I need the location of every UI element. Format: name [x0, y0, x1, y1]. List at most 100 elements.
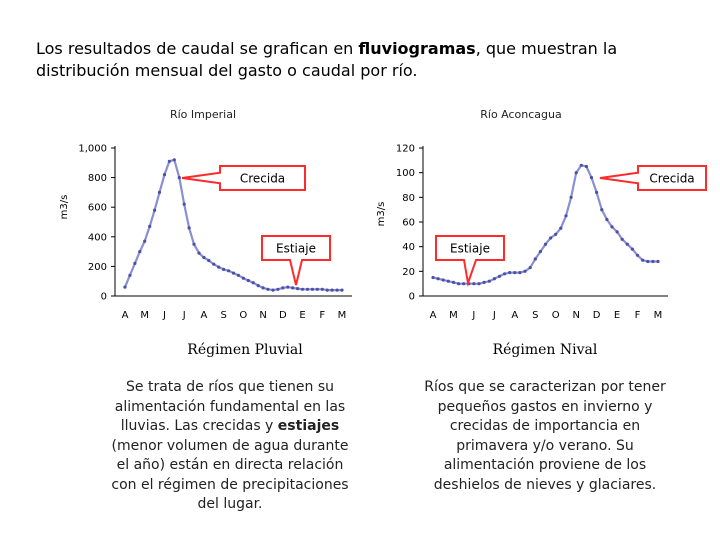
- data-point: [241, 276, 245, 280]
- x-tick-label: J: [162, 310, 166, 321]
- y-tick-label: 600: [88, 203, 107, 214]
- data-point: [123, 285, 127, 289]
- data-point: [523, 269, 527, 273]
- y-tick-label: 400: [88, 232, 107, 243]
- callout-estiaje: Estiaje: [261, 235, 331, 286]
- x-tick-label: N: [572, 310, 579, 321]
- y-tick-label: 80: [402, 193, 415, 204]
- data-point: [177, 176, 181, 180]
- data-point: [600, 208, 604, 212]
- data-point: [246, 278, 250, 283]
- data-point: [569, 195, 573, 199]
- data-point: [325, 288, 329, 292]
- data-point: [256, 284, 260, 288]
- data-point: [538, 250, 543, 254]
- regime-pluvial-title: Régimen Pluvial: [187, 342, 303, 358]
- data-point: [635, 253, 640, 257]
- x-tick-label: A: [200, 310, 207, 321]
- callout-box: [435, 235, 505, 287]
- data-point: [451, 280, 456, 284]
- x-tick-label: S: [532, 310, 538, 321]
- data-point: [503, 272, 507, 276]
- data-point: [625, 242, 629, 246]
- x-tick-label: D: [593, 310, 601, 321]
- data-point: [564, 214, 568, 218]
- x-tick-label: J: [182, 310, 186, 321]
- data-point: [630, 247, 635, 251]
- data-point: [462, 282, 466, 286]
- callout-label: Crecida: [649, 172, 694, 186]
- callout-label: Estiaje: [450, 242, 490, 256]
- data-point: [620, 237, 624, 241]
- data-point: [477, 282, 481, 286]
- y-tick-label: 20: [402, 267, 415, 278]
- data-point: [167, 159, 171, 163]
- data-point: [138, 250, 142, 254]
- data-point: [441, 278, 445, 282]
- data-point: [222, 267, 226, 271]
- data-point: [589, 176, 594, 180]
- data-point: [157, 190, 162, 194]
- data-point: [651, 259, 655, 264]
- data-point: [251, 281, 255, 285]
- y-tick-label: 120: [396, 144, 415, 155]
- data-point: [236, 273, 240, 277]
- data-point: [508, 271, 512, 275]
- x-tick-label: A: [430, 310, 437, 321]
- data-point: [182, 202, 186, 206]
- x-tick-label: F: [635, 310, 641, 321]
- data-point: [162, 173, 167, 177]
- estiajes-term: estiajes: [277, 418, 340, 434]
- x-tick-label: O: [552, 310, 560, 321]
- callout-label: Crecida: [240, 172, 285, 186]
- data-point: [217, 265, 221, 269]
- y-tick-label: 0: [101, 292, 107, 303]
- data-point: [261, 286, 265, 290]
- data-point: [310, 287, 314, 291]
- data-point: [320, 287, 324, 291]
- callout-crecida: Crecida: [599, 165, 707, 191]
- data-point: [528, 266, 532, 270]
- data-point: [595, 190, 599, 194]
- data-point: [148, 224, 152, 228]
- data-point: [646, 259, 650, 264]
- data-point: [187, 226, 191, 230]
- data-point: [497, 274, 502, 278]
- data-point: [172, 158, 176, 162]
- x-tick-label: A: [122, 310, 129, 321]
- x-tick-label: E: [299, 310, 305, 321]
- x-tick-label: E: [614, 310, 620, 321]
- x-tick-label: J: [492, 310, 496, 321]
- x-tick-label: O: [239, 310, 247, 321]
- data-point: [227, 269, 231, 273]
- data-point: [335, 288, 339, 292]
- y-tick-label: 60: [402, 218, 415, 229]
- data-point: [446, 279, 450, 283]
- data-point: [286, 285, 290, 289]
- data-point: [266, 287, 270, 291]
- y-axis-label: m3/s: [59, 195, 70, 220]
- data-point: [315, 287, 319, 291]
- data-point: [584, 164, 589, 169]
- y-tick-label: 100: [396, 168, 415, 179]
- callout-crecida: Crecida: [181, 165, 306, 191]
- data-point: [436, 277, 440, 281]
- data-point: [533, 257, 537, 261]
- callout-box: [261, 235, 331, 286]
- data-point: [605, 217, 609, 222]
- x-tick-label: S: [220, 310, 226, 321]
- x-tick-label: A: [511, 310, 518, 321]
- data-point: [641, 258, 645, 262]
- callout-box: [599, 165, 707, 191]
- callout-label: Estiaje: [276, 242, 316, 256]
- y-tick-label: 200: [88, 262, 107, 273]
- data-point: [615, 230, 619, 234]
- x-tick-label: M: [338, 310, 347, 321]
- data-point: [482, 280, 486, 284]
- data-point: [300, 287, 305, 291]
- data-point: [305, 287, 310, 291]
- data-point: [197, 251, 201, 255]
- data-point: [492, 277, 496, 281]
- data-point: [472, 282, 476, 286]
